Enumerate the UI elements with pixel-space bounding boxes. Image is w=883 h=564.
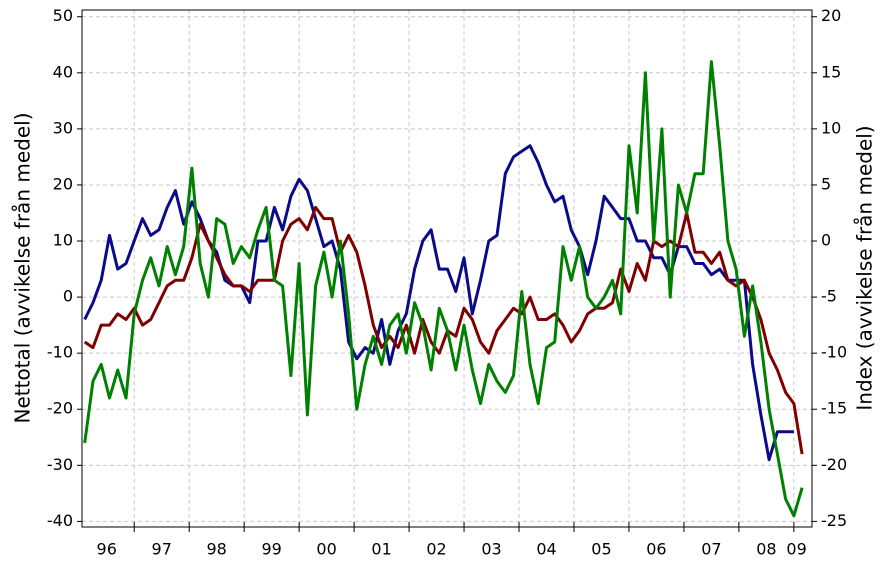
y2-tick-label: 20 xyxy=(821,6,841,25)
y2-tick-label: -5 xyxy=(821,287,837,306)
y2-tick-label: 10 xyxy=(821,118,841,137)
data-line xyxy=(83,144,794,462)
x-tick-label: 02 xyxy=(426,540,446,559)
y-tick-label: 30 xyxy=(53,118,73,137)
x-tick-label: 01 xyxy=(371,540,391,559)
x-tick-label: 07 xyxy=(701,540,721,559)
data-line xyxy=(83,60,804,518)
y-tick-label: -40 xyxy=(47,511,73,530)
y2-tick-label: -20 xyxy=(821,455,847,474)
x-tick-label: 06 xyxy=(646,540,666,559)
y-tick-label: -30 xyxy=(47,455,73,474)
x-tick-label: 04 xyxy=(536,540,556,559)
x-tick-label: 96 xyxy=(97,540,117,559)
y-tick-label: 20 xyxy=(53,174,73,193)
data-line xyxy=(83,205,804,455)
y-axis-title: Nettotal (avvikelse från medel) xyxy=(11,113,35,424)
y2-tick-label: 15 xyxy=(821,62,841,81)
y-tick-label: -10 xyxy=(47,343,73,362)
y2-tick-label: -25 xyxy=(821,511,847,530)
y-tick-label: 40 xyxy=(53,62,73,81)
x-tick-label: 00 xyxy=(316,540,336,559)
plot-frame xyxy=(81,9,813,528)
x-tick-label: 03 xyxy=(481,540,501,559)
y2-tick-label: -10 xyxy=(821,343,847,362)
y2-tick-label: 0 xyxy=(821,231,831,250)
y2-tick-label: -15 xyxy=(821,399,847,418)
y2-tick-label: 5 xyxy=(821,174,831,193)
x-tick-label: 98 xyxy=(206,540,226,559)
y-tick-label: -20 xyxy=(47,399,73,418)
x-tick-label: 99 xyxy=(261,540,281,559)
y-tick-label: 10 xyxy=(53,231,73,250)
y2-axis-title: Index (avvikelse från medel) xyxy=(853,125,877,410)
x-tick-label: 08 xyxy=(756,540,776,559)
y-tick-label: 0 xyxy=(63,287,73,306)
x-tick-label: 09 xyxy=(786,540,806,559)
y-tick-label: 50 xyxy=(53,6,73,25)
x-tick-label: 05 xyxy=(591,540,611,559)
x-tick-label: 97 xyxy=(152,540,172,559)
